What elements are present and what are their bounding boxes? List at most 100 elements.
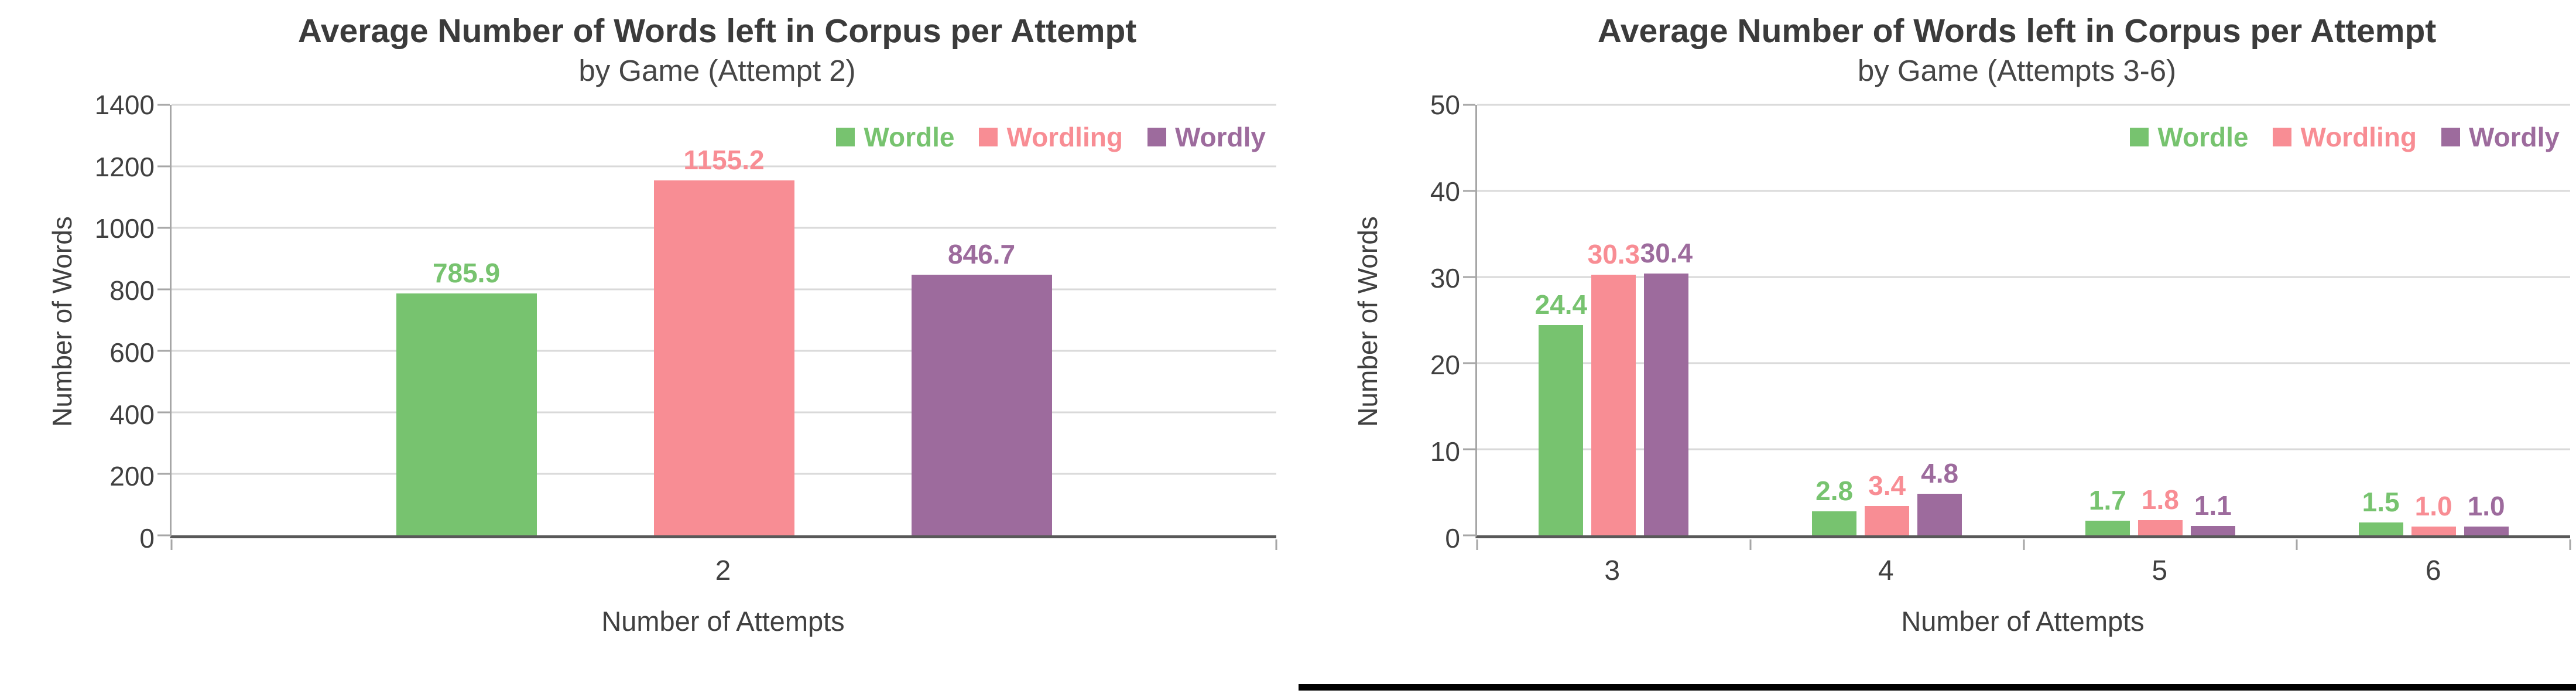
legend-marker xyxy=(1147,128,1166,146)
bar-value-label: 4.8 xyxy=(1921,458,1959,489)
bar xyxy=(2085,521,2130,535)
bar xyxy=(2464,527,2509,535)
bar xyxy=(1644,274,1689,535)
gridline xyxy=(1477,190,2570,192)
bar xyxy=(1812,511,1857,535)
bar-value-label: 30.4 xyxy=(1640,238,1693,269)
bar-group: 24.4 30.3 30.4 xyxy=(1477,105,1751,535)
x-tick-mark xyxy=(1749,539,1752,550)
bar-value-label: 1.7 xyxy=(2088,485,2126,516)
x-category-label: 2 xyxy=(715,555,731,586)
bar-group: 1.5 1.0 1.0 xyxy=(2297,105,2570,535)
x-category-label: 3 xyxy=(1604,555,1621,586)
x-tick-mark xyxy=(2023,539,2025,550)
bar-group: 2.8 3.4 4.8 xyxy=(1751,105,2024,535)
y-tick-mark xyxy=(1463,534,1475,537)
y-tick-label: 1000 xyxy=(94,213,155,244)
y-tick-mark xyxy=(157,104,170,106)
x-axis-title: Number of Attempts xyxy=(601,606,845,637)
gridline xyxy=(1477,362,2570,364)
bar-wrap: 846.7 xyxy=(911,105,1052,535)
y-tick-mark xyxy=(157,350,170,352)
y-tick-mark xyxy=(1463,362,1475,364)
legend-item: Wordly xyxy=(2441,121,2560,153)
x-tick-mark xyxy=(2569,539,2571,550)
legend-label: Wordling xyxy=(1006,122,1123,152)
y-tick-mark xyxy=(157,411,170,414)
legend-label: Wordle xyxy=(864,122,955,152)
y-tick-mark xyxy=(157,473,170,475)
y-axis-title-text: Number of Words xyxy=(1352,216,1383,427)
bar xyxy=(2411,527,2456,535)
bar xyxy=(653,180,794,535)
bar-wrap: 2.8 xyxy=(1812,105,1857,535)
legend-marker xyxy=(979,128,998,146)
y-tick-label: 20 xyxy=(1430,350,1460,380)
chart-title: Average Number of Words left in Corpus p… xyxy=(1597,12,2437,50)
x-category-label: 5 xyxy=(2152,555,2168,586)
bar-groups: 24.4 30.3 30.4 2.8 3.4 4.8 1.7 1.8 1.1 1.5 1.0 1.0 xyxy=(1477,105,2570,535)
bar xyxy=(1539,325,1584,535)
legend-item: Wordle xyxy=(2130,121,2248,153)
chart-attempts-3-6: Average Number of Words left in Corpus p… xyxy=(1347,11,2571,684)
bar-group: 785.9 1155.2 846.7 xyxy=(172,105,1276,535)
y-tick-label: 1400 xyxy=(94,90,155,120)
legend-label: Wordly xyxy=(1174,122,1266,152)
plot-area: Wordle Wordling Wordly 785.9 1155.2 846.7 xyxy=(157,104,1277,550)
bar xyxy=(1917,494,1962,535)
x-tick-mark xyxy=(2296,539,2298,550)
bar-groups: 785.9 1155.2 846.7 xyxy=(172,105,1276,535)
bar xyxy=(911,275,1052,535)
y-tick-label: 600 xyxy=(109,337,155,368)
y-tick-mark xyxy=(1463,190,1475,192)
bar xyxy=(1591,274,1636,535)
y-tick-labels: 0 10 20 30 40 50 xyxy=(1389,91,1475,552)
bar-wrap: 1.0 xyxy=(2411,105,2456,535)
bar-wrap: 1155.2 xyxy=(653,105,794,535)
legend-item: Wordly xyxy=(1147,121,1266,153)
y-tick-mark xyxy=(157,534,170,537)
legend: Wordle Wordling Wordly xyxy=(836,121,1266,153)
bar-value-label: 1.0 xyxy=(2467,491,2505,522)
x-category-label: 6 xyxy=(2425,555,2441,586)
chart-subtitle: by Game (Attempts 3-6) xyxy=(1857,54,2177,88)
y-axis-title: Number of Words xyxy=(41,105,83,538)
gridline xyxy=(172,165,1276,168)
bar-wrap: 24.4 xyxy=(1535,105,1587,535)
bar-value-label: 3.4 xyxy=(1868,470,1906,501)
y-tick-label: 50 xyxy=(1430,90,1460,120)
x-category-labels: 2 xyxy=(170,538,1276,585)
bar-wrap: 1.5 xyxy=(2358,105,2403,535)
legend-marker xyxy=(2130,128,2149,146)
plot-area: Wordle Wordling Wordly 24.4 30.3 30.4 2.8 3.4 4… xyxy=(1463,104,2571,550)
bar-value-label: 1.5 xyxy=(2362,486,2400,517)
bar-wrap: 3.4 xyxy=(1865,105,1910,535)
gridline xyxy=(1477,104,2570,106)
bar-value-label: 24.4 xyxy=(1534,289,1588,320)
y-tick-label: 10 xyxy=(1430,436,1460,467)
y-tick-label: 200 xyxy=(109,461,155,492)
bar-wrap: 4.8 xyxy=(1917,105,1962,535)
chart-body: Number of Words 0 10 20 30 40 50 Wordle Wordli… xyxy=(1347,91,2571,552)
chart-body: Number of Words 0 200 400 600 800 1000 1200 140… xyxy=(41,91,1277,552)
gridline xyxy=(172,104,1276,106)
y-axis-title: Number of Words xyxy=(1347,105,1389,538)
x-tick-mark xyxy=(170,539,173,550)
bar-value-label: 846.7 xyxy=(947,239,1016,270)
bar-group: 1.7 1.8 1.1 xyxy=(2024,105,2297,535)
y-tick-label: 800 xyxy=(109,275,155,306)
bar xyxy=(396,293,537,535)
y-tick-label: 30 xyxy=(1430,263,1460,293)
bar-wrap: 30.4 xyxy=(1640,105,1693,535)
legend-label: Wordly xyxy=(2468,122,2560,152)
bar-wrap: 30.3 xyxy=(1588,105,1640,535)
chart-attempt-2: Average Number of Words left in Corpus p… xyxy=(41,11,1277,684)
bar-value-label: 2.8 xyxy=(1815,475,1854,506)
bar-value-label: 1.8 xyxy=(2141,484,2179,515)
bar-wrap: 1.0 xyxy=(2464,105,2509,535)
y-tick-labels: 0 200 400 600 800 1000 1200 1400 xyxy=(83,91,170,552)
x-axis-title: Number of Attempts xyxy=(1901,606,2145,637)
legend: Wordle Wordling Wordly xyxy=(2130,121,2560,153)
y-tick-mark xyxy=(157,288,170,291)
